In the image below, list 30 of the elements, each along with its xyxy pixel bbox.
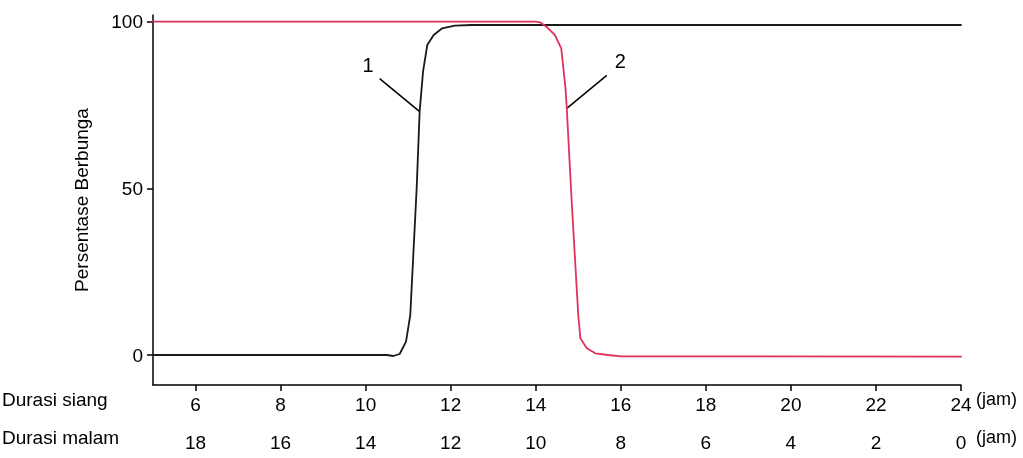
x-axis-title: Durasi siang [2, 389, 108, 410]
x-tick-label: 6 [190, 394, 201, 415]
x2-tick-label: 6 [700, 432, 712, 453]
x2-tick-label: 0 [955, 432, 967, 453]
x2-axis-title: Durasi malam [2, 427, 120, 448]
annotation: 2 [614, 50, 626, 73]
annotation: 1 [362, 53, 374, 76]
text: (jam) [976, 389, 1017, 409]
x2-tick-label: 16 [270, 432, 292, 453]
x-tick-label: 8 [275, 394, 286, 415]
x-tick-label: 20 [780, 394, 802, 415]
x-tick-label: 24 [950, 394, 972, 415]
x-tick-label: 10 [355, 394, 377, 415]
x-tick-label: 22 [865, 394, 887, 415]
x2-tick-label: 8 [615, 432, 627, 453]
x-tick-label: 16 [610, 394, 632, 415]
x2-tick-label: 10 [525, 432, 547, 453]
y-tick-label: 100 [111, 11, 143, 33]
x-tick-label: 12 [440, 394, 462, 415]
x2-tick-label: 12 [440, 432, 462, 453]
x2-tick-label: 2 [870, 432, 882, 453]
y-axis-title: Persentase Berbunga [71, 107, 92, 292]
text: (jam) [976, 427, 1017, 447]
x2-tick-label: 14 [355, 432, 377, 453]
x2-tick-label: 4 [785, 432, 797, 453]
y-tick-label: 50 [121, 177, 143, 199]
x-tick-label: 14 [525, 394, 547, 415]
x-tick-label: 18 [695, 394, 717, 415]
x2-tick-label: 18 [184, 432, 207, 453]
y-tick-label: 0 [132, 344, 143, 366]
